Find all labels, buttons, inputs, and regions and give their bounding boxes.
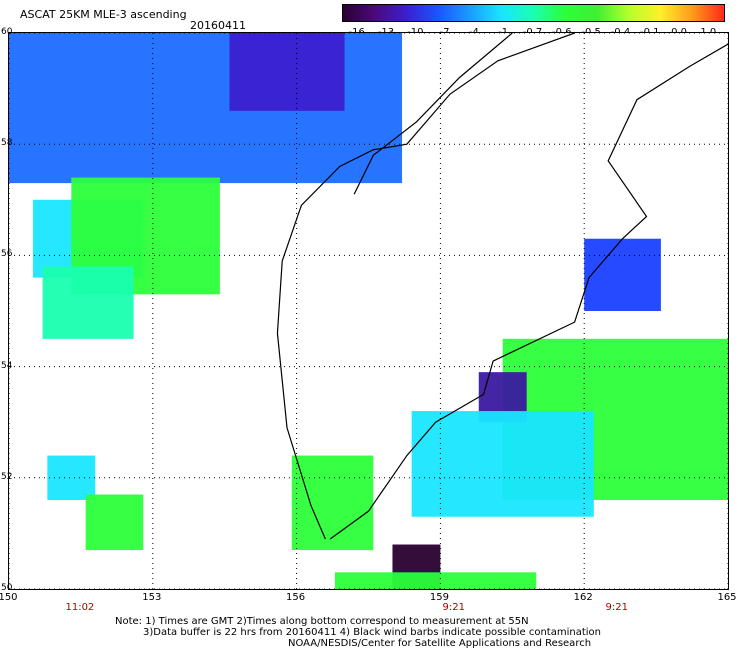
time-label: 11:02 — [65, 602, 95, 613]
x-tick-label: 150 — [0, 592, 18, 603]
x-tick-label: 162 — [573, 592, 593, 603]
coastline-north — [353, 33, 513, 195]
time-label: 9:21 — [442, 602, 465, 613]
y-tick-label: 60 — [1, 27, 13, 37]
wind-region-south-green-strip — [334, 572, 537, 589]
chart-date: 20160411 — [190, 19, 246, 32]
time-label: 9:21 — [605, 602, 628, 613]
colorbar — [342, 4, 725, 22]
wind-region-okhotsk-northeast-purple — [229, 33, 345, 111]
y-tick-label: 50 — [1, 583, 13, 593]
wind-region-okhotsk-isolated-green — [85, 494, 144, 551]
y-tick-label: 54 — [1, 360, 13, 371]
wind-region-kuril-west-green — [291, 455, 374, 551]
x-tick-label: 159 — [429, 592, 449, 603]
wind-region-kamchatka-east-purple — [584, 238, 661, 311]
coastline-west — [276, 33, 575, 540]
x-tick-label: 156 — [286, 592, 306, 603]
wind-region-okhotsk-isolated-cyan — [47, 455, 96, 501]
wind-region-okhotsk-southwest-cyan — [42, 266, 134, 339]
y-tick-label: 58 — [1, 138, 13, 149]
note-line-3: NOAA/NESDIS/Center for Satellite Applica… — [288, 638, 592, 649]
note-line-1: Note: 1) Times are GMT 2)Times along bot… — [115, 616, 529, 627]
coastline-east — [329, 43, 728, 540]
y-tick-label: 56 — [1, 249, 13, 260]
x-tick-label: 153 — [142, 592, 162, 603]
map-plot — [8, 32, 729, 590]
wind-region-pacific-south-green — [411, 411, 594, 517]
note-line-2: 3)Data buffer is 22 hrs from 20160411 4)… — [143, 627, 601, 638]
chart-title: ASCAT 25KM MLE-3 ascending — [20, 8, 187, 21]
x-tick-label: 165 — [717, 592, 737, 603]
y-tick-label: 52 — [1, 471, 13, 482]
